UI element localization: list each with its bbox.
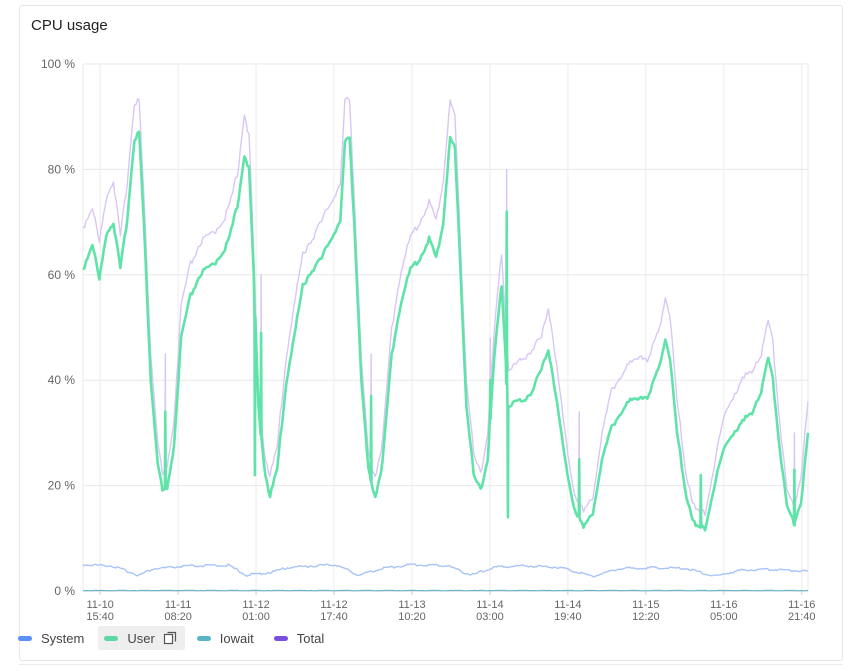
legend-item-user[interactable]: User bbox=[98, 626, 185, 650]
legend-item-system[interactable]: System bbox=[12, 626, 92, 650]
x-tick-label: 11-11 bbox=[165, 599, 192, 611]
legend-label-total: Total bbox=[296, 630, 325, 646]
y-tick-label: 80 % bbox=[48, 162, 76, 176]
series-line-user bbox=[82, 130, 810, 532]
legend-label-user: User bbox=[127, 630, 155, 646]
series-line-system bbox=[82, 563, 809, 578]
y-tick-label: 40 % bbox=[48, 373, 76, 387]
x-tick-label: 11-12 bbox=[320, 599, 347, 611]
x-tick-label: 03:00 bbox=[476, 611, 504, 623]
y-tick-label: 0 % bbox=[54, 584, 75, 598]
x-tick-label: 11-15 bbox=[632, 599, 659, 611]
x-tick-label: 21:40 bbox=[788, 611, 816, 623]
chart-legend: System User Iowait Total bbox=[12, 626, 338, 650]
x-tick-label: 11-14 bbox=[476, 599, 503, 611]
legend-swatch-user bbox=[104, 635, 119, 641]
x-tick-label: 10:20 bbox=[398, 611, 426, 623]
panel-title: CPU usage bbox=[31, 17, 108, 34]
x-tick-label: 01:00 bbox=[242, 611, 270, 623]
legend-swatch-system bbox=[18, 635, 32, 641]
x-tick-label: 15:40 bbox=[86, 611, 114, 623]
x-tick-label: 08:20 bbox=[164, 611, 192, 623]
legend-item-total[interactable]: Total bbox=[268, 626, 332, 650]
legend-item-iowait[interactable]: Iowait bbox=[191, 626, 262, 650]
legend-label-iowait: Iowait bbox=[219, 630, 254, 646]
x-tick-label: 11-14 bbox=[554, 599, 581, 611]
x-tick-label: 11-13 bbox=[398, 599, 425, 611]
y-tick-label: 100 % bbox=[41, 57, 75, 71]
legend-swatch-iowait bbox=[196, 635, 211, 641]
copy-icon[interactable] bbox=[163, 631, 177, 645]
x-tick-label: 11-16 bbox=[788, 599, 815, 611]
next-panel-border bbox=[19, 664, 843, 665]
series-line-total bbox=[82, 96, 809, 517]
x-tick-label: 12:20 bbox=[632, 611, 660, 623]
x-tick-label: 17:40 bbox=[320, 611, 348, 623]
x-tick-label: 19:40 bbox=[554, 611, 582, 623]
x-tick-label: 11-12 bbox=[242, 599, 269, 611]
legend-label-system: System bbox=[41, 630, 85, 646]
series-line-iowait bbox=[82, 589, 808, 592]
y-tick-label: 20 % bbox=[48, 479, 76, 493]
legend-swatch-total bbox=[273, 635, 288, 641]
x-tick-label: 11-16 bbox=[710, 599, 737, 611]
cpu-usage-panel: CPU usage bbox=[19, 5, 843, 661]
x-tick-label: 05:00 bbox=[710, 611, 738, 623]
y-tick-label: 60 % bbox=[48, 268, 76, 282]
x-tick-label: 11-10 bbox=[86, 599, 113, 611]
